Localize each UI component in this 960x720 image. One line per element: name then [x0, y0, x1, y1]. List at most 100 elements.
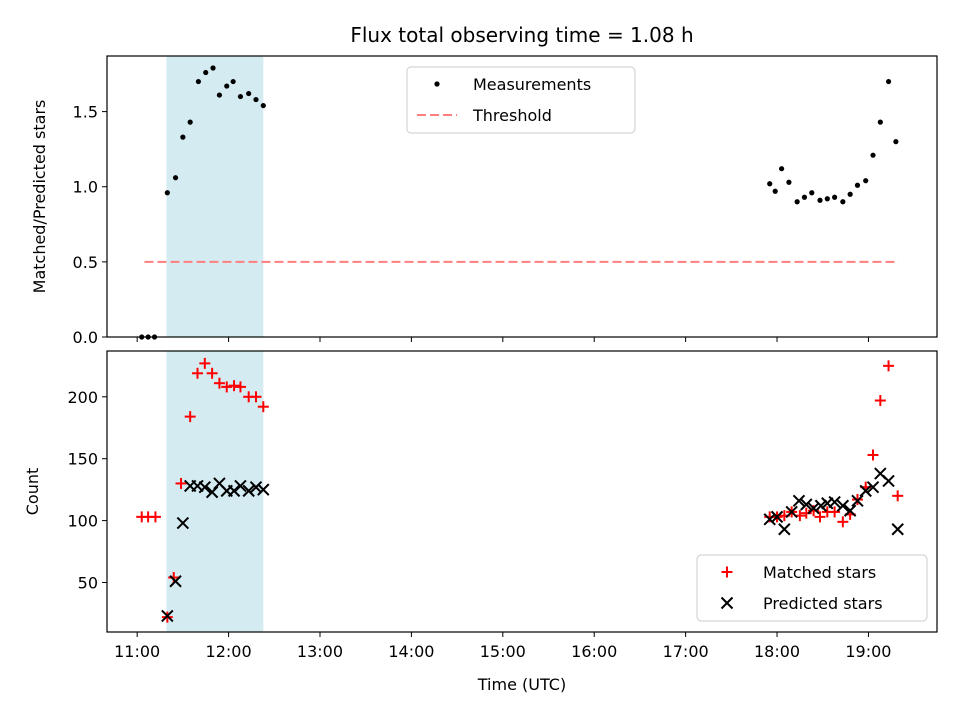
data-point [168, 572, 180, 584]
legend-marker [720, 596, 734, 610]
data-point [227, 484, 241, 498]
data-point [866, 480, 880, 494]
data-point [832, 194, 838, 200]
data-point [809, 190, 815, 196]
data-point [172, 175, 179, 181]
data-point [253, 96, 259, 103]
data-point [767, 181, 773, 187]
data-point [828, 495, 841, 509]
y-axis-label: Matched/Predicted stars [30, 100, 49, 294]
data-point [176, 516, 190, 530]
data-point [187, 119, 193, 125]
chart-title: Flux total observing time = 1.08 h [350, 23, 693, 47]
data-point [249, 480, 263, 494]
data-point [199, 357, 211, 369]
series-predicted-stars [161, 467, 904, 623]
data-point [814, 511, 826, 523]
data-point [843, 504, 857, 517]
y-axis-label: Count [23, 468, 42, 516]
data-point [228, 380, 240, 392]
data-point [882, 474, 895, 488]
data-point [893, 139, 899, 145]
data-point [191, 367, 203, 379]
plot-frame [106, 350, 938, 633]
data-point [772, 188, 778, 194]
x-tick-label: 19:00 [845, 642, 891, 661]
data-point [770, 510, 784, 524]
data-point [257, 401, 269, 413]
data-point [792, 494, 806, 507]
data-point [885, 78, 892, 85]
data-point [198, 480, 212, 494]
data-point [859, 484, 872, 498]
data-point [847, 191, 853, 197]
x-tick-label: 17:00 [663, 642, 709, 661]
data-point [242, 484, 255, 498]
count-panel: 11:00 12:00 13:00 14:00 15:00 16:00 17:00 18:00… [23, 350, 938, 661]
data-point [863, 178, 869, 184]
x-tick-label: 14:00 [388, 642, 434, 661]
data-point [230, 78, 236, 85]
data-point [874, 395, 886, 407]
observing-interval-shade [166, 56, 264, 337]
legend-marker [721, 566, 733, 578]
data-point [195, 78, 202, 85]
y-tick-label: 1.5 [73, 103, 98, 122]
data-point [184, 411, 196, 423]
data-point [149, 511, 161, 523]
data-point [801, 194, 808, 200]
data-point [221, 381, 233, 393]
data-point [785, 505, 798, 519]
data-point [807, 502, 820, 515]
data-point [250, 391, 262, 403]
data-point [224, 83, 230, 89]
data-point [800, 498, 813, 511]
data-point [854, 182, 861, 188]
data-point [161, 609, 174, 623]
legend-label: Matched stars [763, 563, 876, 582]
y-tick-label: 0.5 [73, 253, 98, 272]
data-point [257, 483, 270, 496]
legend-label: Threshold [472, 106, 552, 125]
data-point [786, 179, 792, 185]
data-point [837, 516, 849, 528]
data-point [824, 196, 830, 202]
data-point [778, 523, 791, 536]
data-point [763, 513, 776, 526]
x-tick-label: 16:00 [571, 642, 617, 661]
data-point [180, 134, 186, 140]
data-point [892, 490, 904, 502]
legend: Matched stars Predicted stars [696, 554, 928, 622]
y-tick-label: 150 [67, 450, 98, 469]
data-point [213, 377, 225, 389]
y-tick-label: 100 [67, 512, 98, 531]
ratio-panel: 0.0 0.5 1.0 1.5 Matched/Predicted stars Measu… [30, 55, 938, 347]
data-point [237, 93, 244, 100]
legend-marker [434, 81, 440, 87]
y-tick-label: 50 [78, 573, 98, 592]
data-point [169, 575, 182, 588]
data-point [817, 197, 823, 203]
data-point [883, 360, 895, 372]
data-point [829, 506, 841, 518]
series-measurements [139, 65, 899, 340]
y-tick-label: 0.0 [73, 328, 98, 347]
legend-box [406, 66, 636, 134]
data-point [216, 92, 223, 98]
y-tick-label: 1.0 [73, 178, 98, 197]
plot-frame [106, 55, 938, 338]
data-point [877, 119, 883, 125]
data-point [206, 367, 218, 379]
data-point [794, 199, 800, 205]
legend: Measurements Threshold [406, 66, 636, 134]
data-point [851, 494, 864, 507]
x-tick-label: 11:00 [114, 642, 160, 661]
legend-box [696, 554, 928, 622]
data-point [246, 90, 252, 97]
legend-label: Predicted stars [763, 594, 883, 613]
data-point [779, 166, 785, 172]
data-point [175, 477, 187, 489]
data-point [164, 190, 170, 196]
y-tick-label: 200 [67, 388, 98, 407]
